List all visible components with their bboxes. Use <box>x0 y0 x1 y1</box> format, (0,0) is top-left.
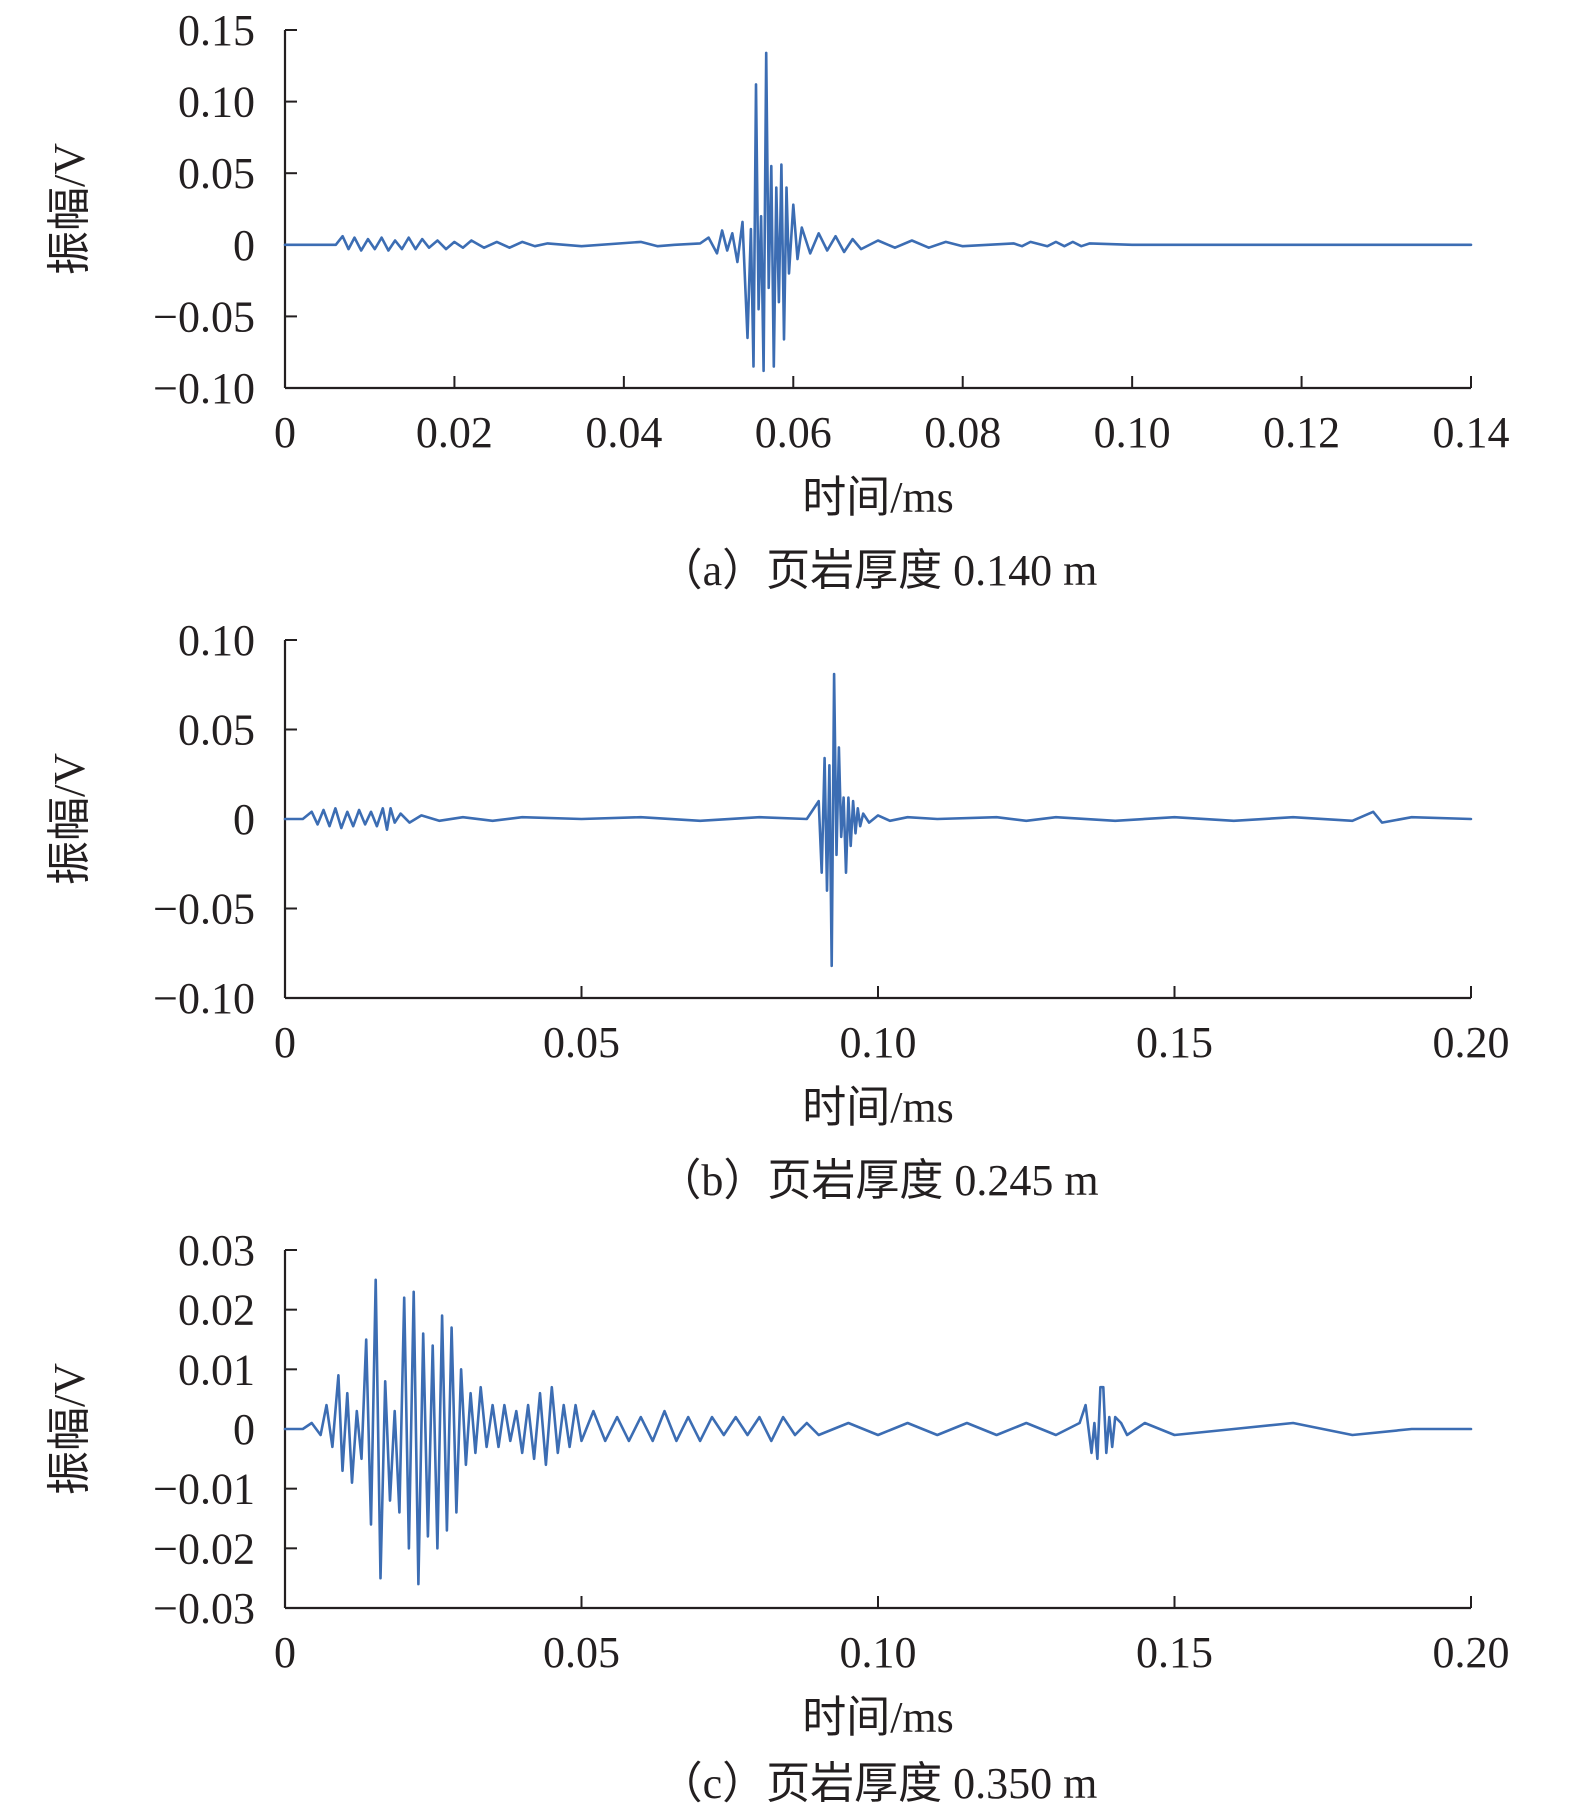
y-tick-label: −0.10 <box>153 974 255 1023</box>
x-tick-label: 0.20 <box>1433 1018 1510 1067</box>
panel-caption: （c）页岩厚度 0.350 m <box>659 1759 1098 1808</box>
x-tick-label: 0.10 <box>1094 408 1171 457</box>
y-axis-label: 振幅/V <box>45 1363 94 1495</box>
x-tick-label: 0.04 <box>585 408 662 457</box>
panel-caption: （b）页岩厚度 0.245 m <box>657 1156 1098 1205</box>
y-tick-label: 0.05 <box>178 706 255 755</box>
y-tick-label: 0.02 <box>178 1286 255 1335</box>
chart-panel-c: 0 0.05 0.10 0.15 0.20 0.03 0.02 0.01 0 −0.01 −0.0… <box>45 1226 1510 1808</box>
x-tick-label: 0.10 <box>840 1018 917 1067</box>
x-tick-label: 0.05 <box>543 1018 620 1067</box>
x-tick-label: 0 <box>274 1628 296 1677</box>
chart-panel-a: 0 0.02 0.04 0.06 0.08 0.10 0.12 0.14 0.15 0.10 0.… <box>45 6 1510 595</box>
x-tick-label: 0.20 <box>1433 1628 1510 1677</box>
y-tick-label: −0.02 <box>153 1524 255 1573</box>
x-tick-label: 0.06 <box>755 408 832 457</box>
x-tick-label: 0 <box>274 408 296 457</box>
series-line <box>283 1278 1473 1586</box>
x-tick-label: 0.08 <box>924 408 1001 457</box>
x-tick-label: 0.05 <box>543 1628 620 1677</box>
x-tick-label: 0.15 <box>1136 1018 1213 1067</box>
y-tick-label: −0.01 <box>153 1465 255 1514</box>
x-tick-label: 0 <box>274 1018 296 1067</box>
series-line <box>283 672 1473 968</box>
y-tick-label: 0.01 <box>178 1345 255 1394</box>
panel-caption: （a）页岩厚度 0.140 m <box>659 546 1098 595</box>
y-tick-label: 0.03 <box>178 1226 255 1275</box>
x-tick-label: 0.14 <box>1433 408 1510 457</box>
x-tick-label: 0.12 <box>1263 408 1340 457</box>
y-tick-label: 0.10 <box>178 78 255 127</box>
x-tick-label: 0.15 <box>1136 1628 1213 1677</box>
y-tick-label: −0.10 <box>153 364 255 413</box>
y-tick-label: 0 <box>233 1405 255 1454</box>
x-axis-label: 时间/ms <box>802 1083 954 1132</box>
y-tick-label: −0.03 <box>153 1584 255 1633</box>
chart-panel-b: 0 0.05 0.10 0.15 0.20 0.10 0.05 0 −0.05 −0.10 时间… <box>45 616 1510 1205</box>
x-axis-label: 时间/ms <box>802 1693 954 1742</box>
y-tick-label: 0.10 <box>178 616 255 665</box>
y-axis-label: 振幅/V <box>45 753 94 885</box>
y-tick-label: −0.05 <box>153 885 255 934</box>
y-tick-label: 0.05 <box>178 149 255 198</box>
y-tick-label: −0.05 <box>153 292 255 341</box>
x-tick-label: 0.02 <box>416 408 493 457</box>
y-tick-label: 0.15 <box>178 6 255 55</box>
y-tick-label: 0 <box>233 795 255 844</box>
y-axis-label: 振幅/V <box>45 143 94 275</box>
x-tick-label: 0.10 <box>840 1628 917 1677</box>
series-line <box>283 51 1473 373</box>
y-tick-label: 0 <box>233 221 255 270</box>
x-axis-label: 时间/ms <box>802 473 954 522</box>
